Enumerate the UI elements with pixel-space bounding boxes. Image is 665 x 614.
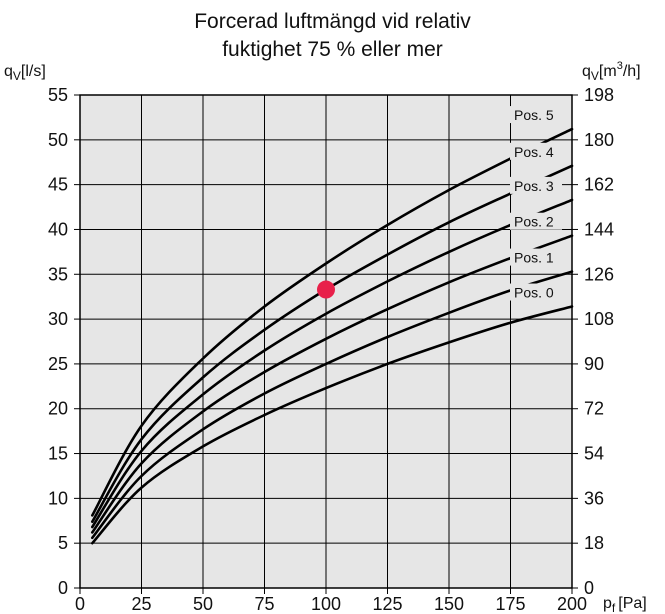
y-tick-right: 54	[584, 444, 604, 464]
y-tick-left: 55	[48, 85, 68, 105]
chart-title-line-1: Forcerad luftmängd vid relativ	[194, 10, 471, 33]
y-tick-right: 162	[584, 175, 614, 195]
y-tick-right: 126	[584, 264, 614, 284]
x-tick: 75	[254, 594, 274, 614]
y-tick-left: 45	[48, 175, 68, 195]
operating-point	[317, 280, 335, 299]
x-tick: 0	[75, 594, 85, 614]
axis-ticks: 0 5 10 15 20 25 30 35 40 45 50 55 0 18 36 54 72 90 108 126 1…	[48, 85, 614, 614]
x-tick: 50	[193, 594, 213, 614]
y-right-unit-post: /h]	[623, 63, 641, 80]
y-tick-left: 50	[48, 130, 68, 150]
x-tick: 125	[372, 594, 402, 614]
series-label: Pos. 1	[514, 250, 554, 266]
y-right-subscript: V	[591, 69, 599, 83]
x-unit: [Pa]	[618, 595, 646, 612]
series-label: Pos. 0	[514, 285, 554, 301]
y-tick-left: 10	[48, 488, 68, 508]
series-line	[91, 127, 574, 517]
series-label: Pos. 2	[514, 214, 554, 230]
y-tick-left: 35	[48, 264, 68, 284]
series-line	[91, 270, 574, 540]
y-tick-left: 25	[48, 354, 68, 374]
x-tick: 25	[131, 594, 151, 614]
y-tick-left: 40	[48, 219, 68, 239]
series-label-bg	[510, 248, 562, 266]
x-tick: 175	[495, 594, 525, 614]
y-left-subscript: V	[13, 69, 21, 83]
series-labels: Pos. 0 Pos. 1 Pos. 2 Pos. 3 Pos. 4 Pos. 5	[510, 106, 562, 301]
chart-title-line-2: fuktighet 75 % eller mer	[222, 38, 443, 61]
y-right-symbol: q	[582, 63, 591, 80]
y-tick-right: 18	[584, 533, 604, 553]
chart-title: Forcerad luftmängd vid relativ fuktighet…	[0, 8, 665, 64]
y-tick-left: 5	[58, 533, 68, 553]
series-label-bg	[510, 142, 562, 160]
y-right-unit-sup: 3	[617, 60, 623, 72]
series-line	[91, 305, 574, 545]
series-label-bg	[510, 283, 562, 301]
series-label-bg	[510, 176, 562, 194]
series-label: Pos. 5	[514, 107, 554, 123]
x-tick: 100	[311, 594, 341, 614]
x-tick: 200	[557, 594, 587, 614]
x-subscript: f	[612, 601, 616, 614]
y-tick-left: 15	[48, 444, 68, 464]
y-tick-right: 36	[584, 488, 604, 508]
y-tick-left: 0	[58, 578, 68, 598]
y-left-symbol: q	[4, 63, 13, 80]
y-tick-right: 72	[584, 399, 604, 419]
y-tick-left: 30	[48, 309, 68, 329]
plot-frame	[79, 94, 573, 589]
y-tick-right: 198	[584, 85, 614, 105]
x-axis-label: pf [Pa]	[603, 595, 647, 614]
y-left-unit: [l/s]	[21, 63, 46, 80]
y-right-unit-pre: [m	[599, 63, 617, 80]
x-tick: 150	[434, 594, 464, 614]
y-tick-right: 0	[584, 578, 594, 598]
series-label: Pos. 3	[514, 178, 554, 194]
series-label: Pos. 4	[514, 144, 554, 160]
series-line	[91, 234, 574, 534]
series-label-bg	[510, 106, 562, 124]
operating-point-marker	[317, 280, 335, 299]
series-curves	[91, 127, 574, 545]
series-label-bg	[510, 212, 562, 230]
y-tick-right: 108	[584, 309, 614, 329]
y-axis-right-label: qV[m3/h]	[582, 60, 641, 83]
series-line	[91, 198, 574, 529]
y-axis-left-label: qV[l/s]	[4, 63, 46, 83]
y-tick-right: 180	[584, 130, 614, 150]
y-tick-left: 20	[48, 399, 68, 419]
y-tick-right: 144	[584, 219, 614, 239]
y-tick-right: 90	[584, 354, 604, 374]
x-symbol: p	[603, 595, 612, 612]
